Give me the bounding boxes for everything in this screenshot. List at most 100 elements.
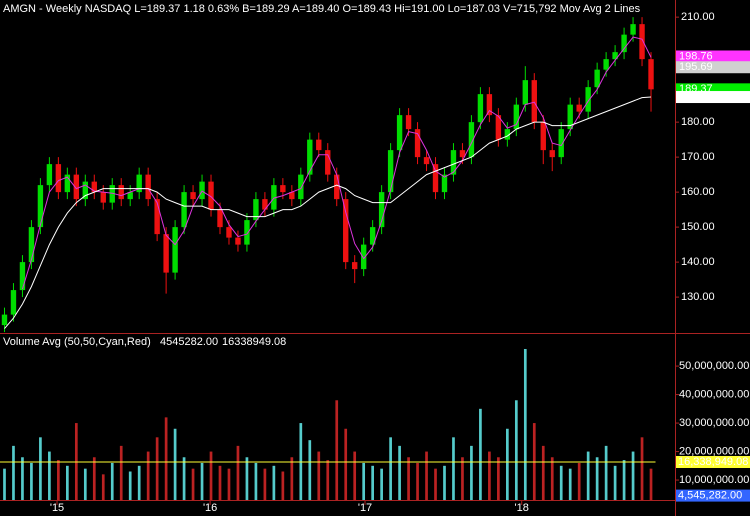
- volume-bar: [281, 471, 285, 500]
- volume-bar: [640, 437, 644, 500]
- candle-body: [316, 139, 322, 151]
- candle-body: [163, 234, 169, 273]
- volume-bar: [488, 451, 491, 500]
- volume-bar: [326, 460, 330, 500]
- candle-body: [630, 24, 636, 35]
- volume-average-text: 16338949.08: [222, 336, 286, 348]
- volume-tick-label: 50,000,000.00: [679, 360, 749, 372]
- x-tick-label: '15: [50, 502, 64, 514]
- candle-body: [594, 69, 600, 88]
- volume-bar: [362, 462, 366, 500]
- candle-body: [432, 164, 439, 193]
- candle-body: [64, 174, 71, 193]
- volume-bar: [604, 445, 608, 500]
- volume-bar: [30, 462, 33, 500]
- volume-bar: [353, 451, 357, 500]
- volume-bar: [227, 468, 231, 500]
- candle-body: [522, 80, 528, 105]
- candle-body: [19, 262, 26, 291]
- volume-tick-label: 20,000,000.00: [679, 445, 749, 457]
- candle-body: [118, 185, 124, 200]
- candle-body: [343, 199, 349, 263]
- volume-bar: [263, 468, 267, 500]
- volume-bar: [83, 468, 87, 500]
- volume-tick-label: 40,000,000.00: [679, 388, 749, 400]
- x-tick-label: '17: [358, 502, 372, 514]
- volume-bar: [371, 465, 374, 500]
- candle-body: [289, 192, 295, 200]
- y-tick-label: 160.00: [681, 186, 715, 198]
- volume-bar: [182, 457, 186, 500]
- candle-body: [352, 262, 358, 270]
- volume-bar: [550, 457, 554, 500]
- volume-label: 16,338,949.08: [678, 456, 748, 468]
- y-tick-label: 210.00: [681, 11, 715, 23]
- candle-body: [199, 181, 205, 200]
- volume-bar: [398, 445, 401, 500]
- volume-bar: [200, 462, 204, 500]
- moving-average-line: [4, 96, 652, 329]
- candle-body: [298, 174, 304, 200]
- candle-body: [280, 185, 286, 193]
- volume-bar: [335, 400, 339, 500]
- volume-bar: [209, 451, 213, 500]
- candle-body: [37, 185, 44, 228]
- volume-bar: [48, 451, 51, 500]
- volume-label-box: [676, 489, 750, 502]
- candle-body: [145, 174, 151, 200]
- volume-bar: [631, 451, 635, 500]
- candle-body: [334, 174, 340, 200]
- candle-body: [495, 115, 502, 140]
- volume-bar: [479, 408, 482, 500]
- volume-bar: [416, 462, 419, 500]
- x-tick-label: '16: [203, 502, 217, 514]
- candle-body: [405, 115, 412, 130]
- candle-body: [73, 174, 80, 200]
- volume-bar: [577, 462, 581, 500]
- volume-bar: [290, 457, 294, 500]
- volume-label-box: [676, 455, 750, 468]
- candle-body: [468, 122, 475, 158]
- candle-body: [603, 59, 609, 70]
- candle-body: [360, 244, 367, 270]
- candle-body: [369, 227, 376, 245]
- volume-bar: [380, 468, 383, 500]
- candle-body: [540, 122, 546, 151]
- volume-bar: [649, 468, 653, 500]
- candle-body: [576, 104, 582, 112]
- volume-bar: [452, 437, 455, 500]
- price-label: 187.17: [679, 91, 713, 103]
- candle-body: [378, 192, 385, 228]
- volume-bar: [344, 428, 348, 500]
- candle-body: [639, 24, 645, 60]
- volume-bar: [92, 457, 96, 500]
- y-tick-label: 150.00: [681, 221, 715, 233]
- candle-body: [325, 150, 331, 175]
- candle-body: [244, 220, 250, 245]
- candle-body: [441, 174, 448, 193]
- volume-bar: [66, 465, 69, 500]
- y-tick-label: 180.00: [681, 116, 715, 128]
- volume-bar: [308, 440, 312, 500]
- volume-bar: [568, 468, 572, 500]
- volume-bar: [586, 451, 590, 500]
- candle-body: [46, 164, 53, 186]
- y-tick-label: 130.00: [681, 291, 715, 303]
- candle-body: [307, 139, 313, 175]
- volume-bar: [12, 445, 15, 500]
- candle-body: [477, 94, 484, 123]
- volume-bar: [407, 457, 410, 500]
- candle-body: [504, 129, 511, 140]
- candle-body: [91, 181, 97, 193]
- volume-bar: [317, 451, 321, 500]
- volume-tick-label: 10,000,000.00: [679, 474, 749, 486]
- volume-bar: [443, 465, 446, 500]
- price-label: 198.76: [679, 50, 713, 62]
- candle-body: [100, 192, 106, 203]
- volume-bar: [21, 457, 24, 500]
- candle-body: [396, 115, 403, 151]
- volume-bar: [425, 451, 428, 500]
- price-label: 195.69: [679, 61, 713, 73]
- candle-body: [154, 199, 160, 235]
